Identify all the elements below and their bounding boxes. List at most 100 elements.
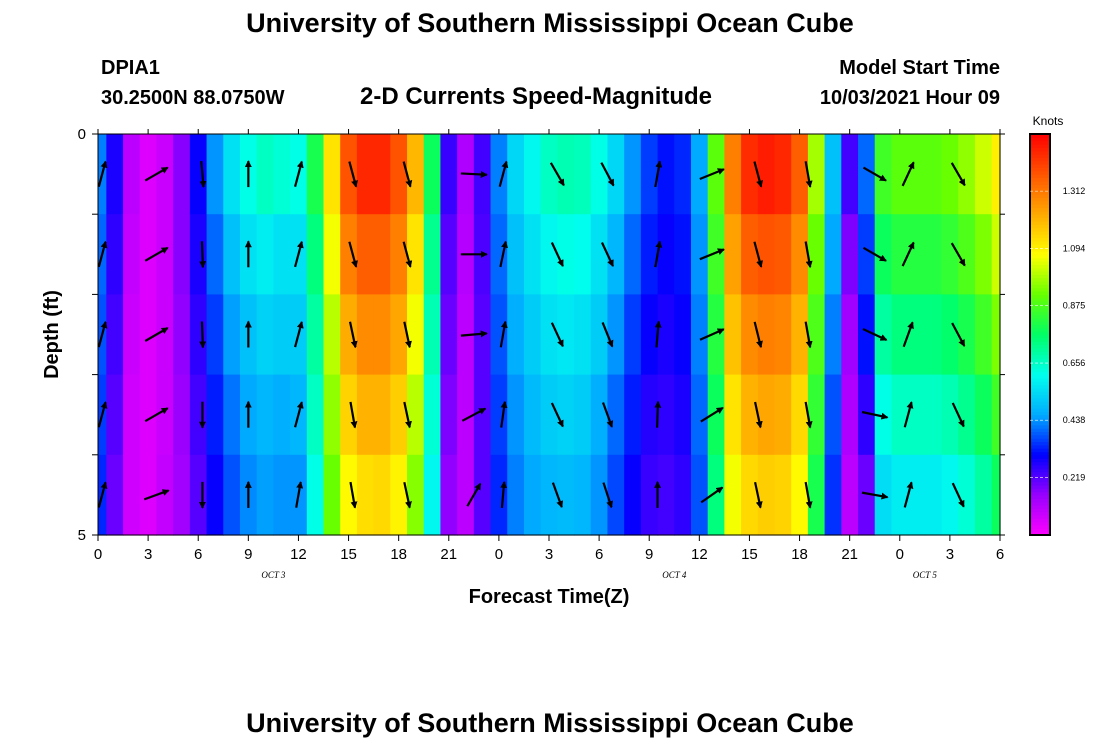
heatmap-cell (841, 374, 859, 456)
x-tick-label: 12 (290, 546, 307, 563)
heatmap-cell (306, 134, 325, 215)
colorbar-segment (1030, 237, 1050, 242)
heatmap-cell (724, 374, 742, 456)
heatmap-cell (924, 454, 943, 536)
heatmap-cell (557, 454, 575, 536)
heatmap-cell (256, 294, 274, 376)
heatmap-cell (390, 134, 408, 215)
date-label: OCT 4 (662, 570, 687, 580)
current-vector-arrow (97, 160, 108, 187)
heatmap-cell (139, 454, 158, 536)
heatmap-cell (674, 134, 692, 215)
heatmap-cell (574, 134, 592, 215)
x-tick-label: 12 (691, 546, 708, 563)
colorbar-segment (1030, 277, 1050, 282)
colorbar: 0.219 0.438 0.656 0.875 1.094 1.312 (1029, 133, 1086, 536)
current-vector-arrow (199, 241, 207, 269)
heatmap-cell (223, 294, 241, 376)
heatmap-cell (991, 374, 1001, 456)
heatmap-cell (340, 374, 358, 456)
current-vector-arrow (144, 246, 169, 262)
x-tick-label: 9 (244, 546, 252, 563)
current-vector-arrow (902, 321, 914, 348)
heatmap-cell (407, 374, 425, 456)
colorbar-segment (1030, 170, 1050, 175)
heatmap-cell (340, 294, 358, 376)
colorbar-segment (1030, 337, 1050, 342)
heatmap-cell (841, 134, 859, 215)
heatmap-cell (139, 294, 158, 376)
x-tick-label: 18 (390, 546, 407, 563)
heatmap-cell (791, 454, 809, 536)
heatmap-cell (156, 294, 174, 376)
heatmap-cell (590, 214, 609, 295)
colorbar-segment (1030, 190, 1050, 195)
current-vector-arrow (550, 242, 564, 267)
heatmap-cell (891, 294, 909, 376)
colorbar-segment (1030, 180, 1050, 185)
heatmap-cell (189, 374, 208, 456)
heatmap-cell (574, 454, 592, 536)
heatmap-cell (908, 294, 926, 376)
heatmap-cell (390, 374, 408, 456)
current-vector-arrow (402, 241, 413, 268)
x-tick-label: 3 (946, 546, 954, 563)
heatmap-cell (106, 134, 124, 215)
colorbar-segment (1030, 184, 1050, 189)
colorbar-segment (1030, 474, 1050, 479)
x-tick-label: 15 (340, 546, 357, 563)
current-vector-arrow (403, 321, 412, 349)
colorbar-segment (1030, 484, 1050, 489)
colorbar-tick-label: 0.656 (1063, 358, 1086, 368)
heatmap-cell (757, 294, 776, 376)
heatmap-cell (991, 134, 1001, 215)
colorbar-segment (1030, 438, 1050, 443)
heatmap-cell (356, 134, 375, 215)
current-vector-arrow (461, 407, 487, 422)
heatmap-cell (724, 454, 742, 536)
colorbar-segment (1030, 501, 1050, 506)
colorbar-segment (1030, 347, 1050, 352)
heatmap-cell (356, 374, 375, 456)
current-vector-arrow (349, 481, 358, 509)
colorbar-segment (1030, 428, 1050, 433)
heatmap-cell (958, 454, 976, 536)
heatmap-cell (924, 294, 943, 376)
current-vector-arrow (199, 161, 207, 189)
colorbar-segment (1030, 324, 1050, 329)
colorbar-segment (1030, 394, 1050, 399)
heatmap-cell (858, 134, 876, 215)
colorbar-segment (1030, 207, 1050, 212)
heatmap-cell (724, 214, 742, 295)
colorbar-segment (1030, 307, 1050, 312)
heatmap-cell (390, 454, 408, 536)
colorbar-segment (1030, 401, 1050, 406)
heatmap-cell (457, 454, 475, 536)
current-vector-arrow (403, 401, 412, 429)
heatmap-cell (858, 214, 876, 295)
heatmap-cell (173, 374, 191, 456)
x-tick-label: 0 (495, 546, 503, 563)
heatmap-cell (273, 134, 291, 215)
heatmap-cell (807, 134, 826, 215)
current-vector-arrow (460, 330, 488, 338)
current-vector-arrow (753, 161, 763, 188)
heatmap-cell (507, 454, 525, 536)
colorbar-segment (1030, 210, 1050, 215)
heatmap-cell (206, 134, 224, 215)
heatmap-cell (440, 454, 458, 536)
heatmap-cell (958, 134, 976, 215)
colorbar-segment (1030, 134, 1050, 138)
heatmap-cell (991, 454, 1001, 536)
colorbar-segment (1030, 250, 1050, 255)
heatmap-cell (757, 214, 776, 295)
colorbar-segment (1030, 397, 1050, 402)
heatmap-cell (256, 374, 274, 456)
heatmap-cell (640, 134, 659, 215)
current-vector-arrow (500, 400, 508, 428)
heatmap-cell (540, 374, 558, 456)
date-label: OCT 5 (913, 570, 938, 580)
heatmap-cell (373, 214, 391, 295)
heatmap-cell (707, 214, 725, 295)
colorbar-segment (1030, 481, 1050, 486)
